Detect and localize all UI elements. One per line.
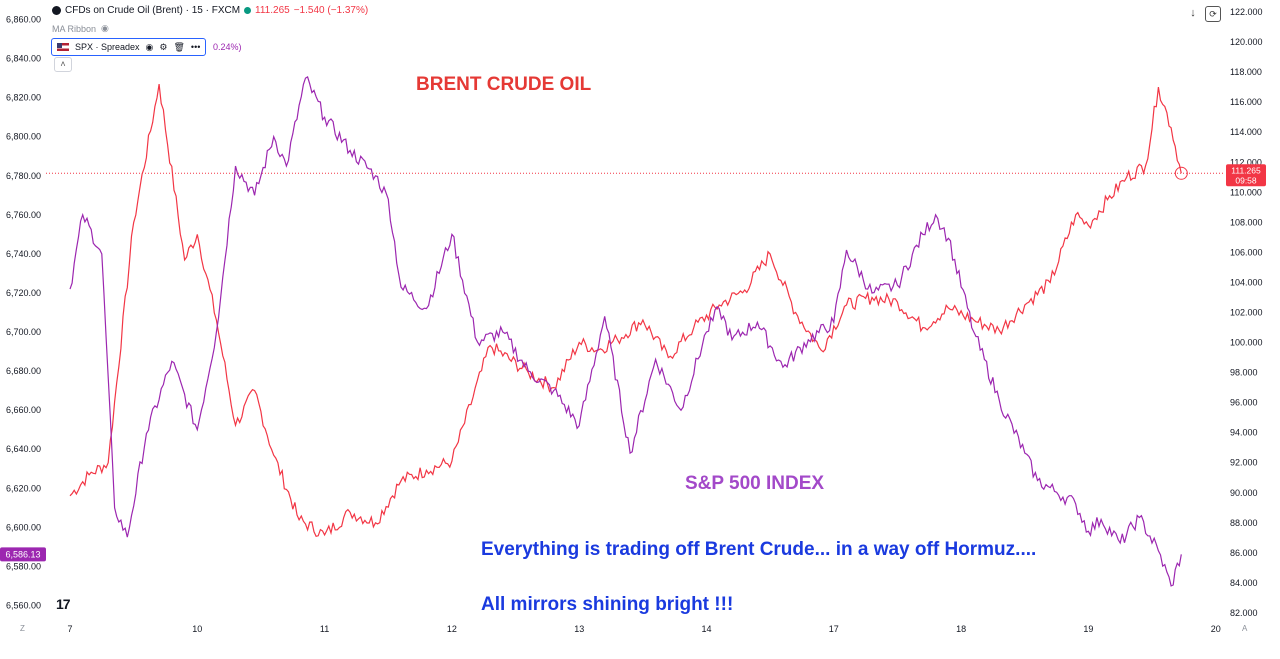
indicator-legend[interactable]: MA Ribbon ◉: [52, 23, 109, 34]
chart-legend: CFDs on Crude Oil (Brent) · 15 · FXCM 11…: [52, 5, 368, 16]
symbol-title[interactable]: CFDs on Crude Oil (Brent) · 15 · FXCM: [65, 5, 241, 16]
brent-series-line[interactable]: [69, 84, 1182, 537]
timezone-button[interactable]: Z: [20, 624, 25, 633]
left-axis-tick: 6,640.00: [6, 444, 41, 454]
brent-annotation: BRENT CRUDE OIL: [416, 74, 592, 95]
right-axis-tick: 86.000: [1230, 548, 1258, 558]
download-icon[interactable]: ↓: [1190, 7, 1196, 19]
auto-scale-button[interactable]: A: [1242, 624, 1248, 633]
us-flag-icon: [57, 43, 69, 51]
eye-icon[interactable]: ◉: [101, 23, 109, 33]
time-axis[interactable]: 7 10 11 12 13 14 17 18 19 20: [67, 624, 1220, 634]
right-axis-tick: 110.000: [1230, 187, 1262, 197]
tradingview-logo[interactable]: 17: [56, 596, 71, 612]
right-axis-tick: 84.000: [1230, 578, 1258, 588]
right-axis-tick: 90.000: [1230, 488, 1258, 498]
left-axis-tick: 6,760.00: [6, 210, 41, 220]
reset-chart-icon[interactable]: ⟳: [1205, 6, 1221, 22]
right-axis-tick: 122.000: [1230, 7, 1263, 17]
more-icon[interactable]: •••: [190, 42, 201, 52]
right-last-price-label: 111.265: [1231, 165, 1261, 175]
collapse-legend-button[interactable]: ˄: [54, 57, 72, 72]
countdown-label: 09:58: [1235, 175, 1257, 185]
last-price: 111.265: [255, 5, 290, 16]
time-axis-tick: 11: [320, 624, 329, 634]
eye-icon[interactable]: ◉: [145, 41, 154, 52]
left-last-price-label: 6,586.13: [5, 549, 40, 559]
symbol-icon: [52, 6, 61, 15]
left-axis-tick: 6,560.00: [6, 600, 41, 610]
right-axis-tick: 114.000: [1230, 127, 1262, 137]
overlay-legend[interactable]: SPX · Spreadex ◉ ⚙ 🗑 •••: [51, 38, 207, 56]
time-axis-tick: 13: [574, 624, 584, 634]
right-axis-tick: 82.000: [1230, 608, 1258, 618]
right-price-axis[interactable]: 82.000 84.000 86.000 88.000 90.000 92.000 94.0…: [1230, 7, 1263, 618]
right-axis-tick: 100.000: [1230, 338, 1263, 348]
left-axis-tick: 6,720.00: [6, 288, 41, 298]
series-layer: [69, 76, 1182, 587]
note-line-1: Everything is trading off Brent Crude...…: [481, 539, 1037, 560]
left-axis-tick: 6,580.00: [6, 561, 41, 571]
last-price-marker: [1174, 166, 1188, 180]
time-axis-tick: 14: [701, 624, 711, 634]
left-axis-tick: 6,840.00: [6, 54, 41, 64]
left-axis-tick: 6,680.00: [6, 366, 41, 376]
time-axis-tick: 18: [956, 624, 966, 634]
price-change: −1.540 (−1.37%): [293, 5, 369, 16]
market-open-icon: [244, 7, 252, 14]
note-line-2: All mirrors shining bright !!!: [481, 594, 734, 615]
left-axis-tick: 6,780.00: [6, 171, 41, 181]
time-axis-tick: 12: [447, 624, 457, 634]
settings-icon[interactable]: ⚙: [159, 41, 168, 52]
time-axis-tick: 20: [1211, 624, 1221, 634]
overlay-change: 0.24%): [213, 42, 242, 52]
right-axis-tick: 104.000: [1230, 277, 1263, 287]
left-axis-tick: 6,620.00: [6, 483, 41, 493]
overlay-name: SPX · Spreadex: [75, 42, 140, 52]
right-axis-tick: 98.000: [1230, 368, 1258, 378]
indicator-name: MA Ribbon: [52, 23, 97, 34]
right-axis-tick: 112.000: [1230, 157, 1262, 167]
right-axis-tick: 120.000: [1230, 37, 1263, 47]
time-axis-tick: 19: [1083, 624, 1093, 634]
left-axis-tick: 6,740.00: [6, 249, 41, 259]
right-axis-tick: 106.000: [1230, 247, 1263, 257]
right-axis-tick: 96.000: [1230, 398, 1258, 408]
right-axis-tick: 102.000: [1230, 308, 1263, 318]
right-axis-tick: 116.000: [1230, 97, 1262, 107]
trash-icon[interactable]: 🗑: [173, 41, 185, 52]
left-axis-tick: 6,660.00: [6, 405, 41, 415]
left-axis-tick: 6,820.00: [6, 93, 41, 103]
left-price-axis[interactable]: 6,560.00 6,580.00 6,600.00 6,620.00 6,640.00…: [6, 15, 41, 611]
spx-series-line[interactable]: [69, 76, 1182, 587]
right-axis-tick: 94.000: [1230, 428, 1258, 438]
left-axis-tick: 6,860.00: [6, 15, 41, 25]
right-axis-tick: 88.000: [1230, 518, 1258, 528]
left-axis-tick: 6,800.00: [6, 132, 41, 142]
right-axis-tick: 92.000: [1230, 458, 1258, 468]
right-axis-tick: 118.000: [1230, 67, 1262, 77]
time-axis-tick: 7: [67, 624, 72, 634]
right-last-price-tag: [1226, 164, 1266, 187]
left-last-price-tag: [0, 547, 46, 562]
spx-annotation: S&P 500 INDEX: [685, 473, 825, 494]
right-axis-tick: 108.000: [1230, 217, 1263, 227]
time-axis-tick: 17: [829, 624, 839, 634]
left-axis-tick: 6,700.00: [6, 327, 41, 337]
left-axis-tick: 6,600.00: [6, 522, 41, 532]
time-axis-tick: 10: [192, 624, 202, 634]
